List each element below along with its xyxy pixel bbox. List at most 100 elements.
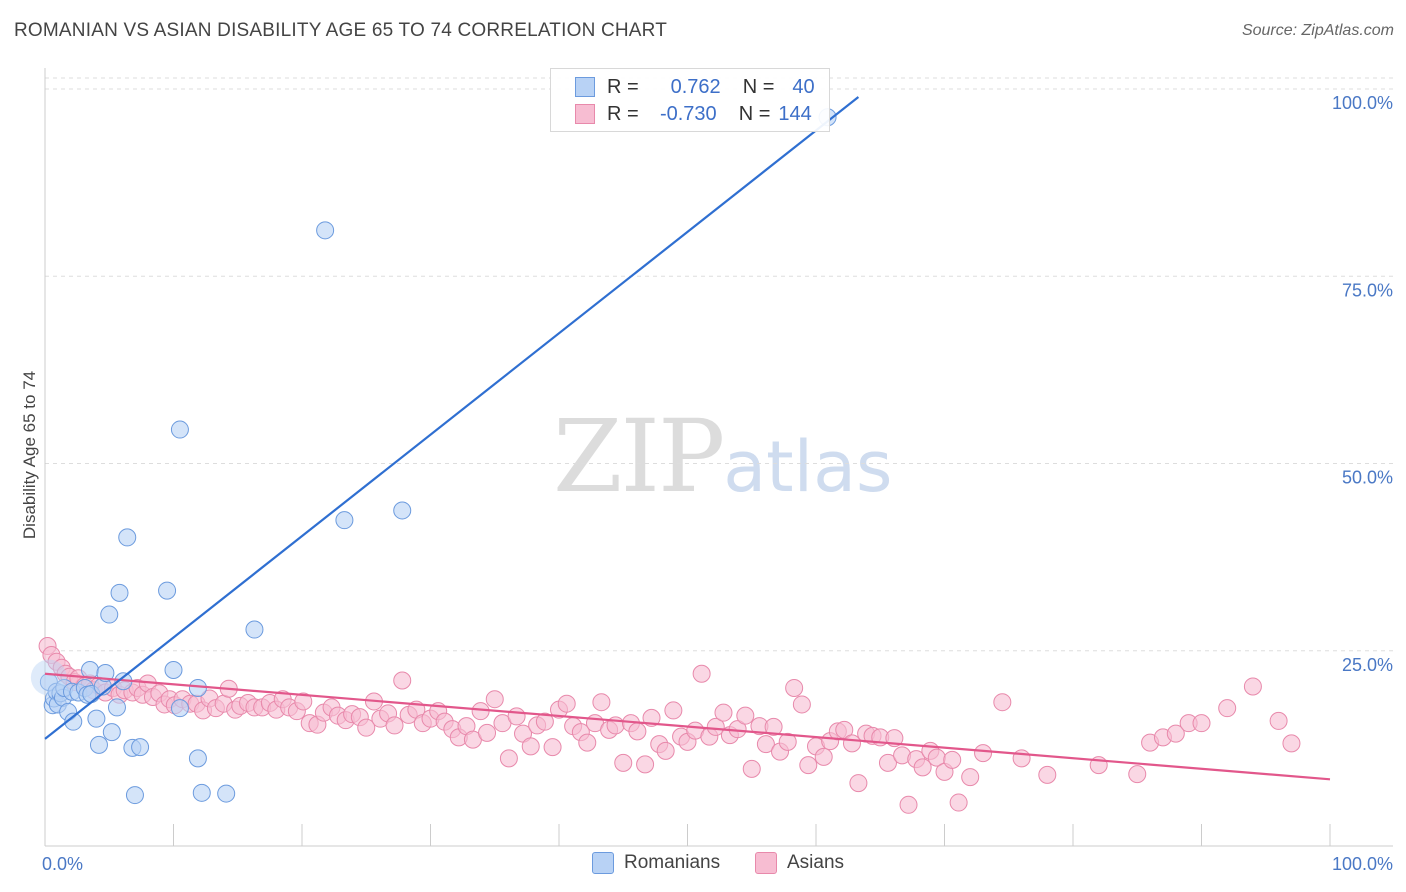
asian-point: [521, 737, 540, 756]
romanian-point: [110, 583, 129, 602]
legend-r-value-romanians: 0.762: [670, 75, 721, 98]
asian-point: [357, 718, 376, 737]
asian-point: [543, 738, 562, 757]
watermark-zip: ZIP: [553, 398, 725, 515]
romanian-point: [87, 709, 106, 728]
asian-point: [1218, 699, 1237, 718]
asian-point: [792, 695, 811, 714]
series-legend-asians[interactable]: Asians: [755, 852, 844, 874]
asian-point: [393, 671, 412, 690]
y-tick-label: 75.0%: [1342, 280, 1393, 300]
asian-point: [614, 753, 633, 772]
asian-point: [993, 693, 1012, 712]
asian-point: [664, 701, 683, 720]
asian-point: [742, 759, 761, 778]
asian-point: [913, 758, 932, 777]
romanian-point: [118, 528, 137, 547]
romanian-point: [102, 723, 121, 742]
x-tick-label: 100.0%: [1332, 854, 1393, 874]
source-note: Source: ZipAtlas.com: [1241, 22, 1394, 39]
asian-point: [1269, 711, 1288, 730]
asian-point: [294, 692, 313, 711]
series-legend-romanians[interactable]: Romanians: [592, 852, 720, 874]
asian-point: [1038, 765, 1057, 784]
asian-point: [961, 768, 980, 787]
asian-trend-line: [44, 672, 1331, 781]
romanian-point: [188, 749, 207, 768]
romanian-point: [316, 221, 335, 240]
asian-point: [499, 749, 518, 768]
asian-point: [974, 744, 993, 763]
legend-n-label: N =: [738, 102, 771, 125]
romanian-point: [100, 605, 119, 624]
romanian-point: [170, 699, 189, 718]
legend-n-value-asians: 144: [778, 102, 812, 125]
romanian-point: [192, 783, 211, 802]
asian-point: [878, 753, 897, 772]
asian-point: [692, 664, 711, 683]
asian-point: [578, 733, 597, 752]
legend-swatch-romanians: [575, 77, 595, 97]
asian-point: [756, 735, 775, 754]
watermark: ZIPatlas: [553, 398, 892, 515]
legend-r-value-asians: -0.730: [659, 102, 717, 125]
asian-point: [799, 756, 818, 775]
romanian-point: [164, 660, 183, 679]
x-tick-label: 0.0%: [42, 854, 83, 874]
asian-point: [1166, 724, 1185, 743]
asian-point: [849, 774, 868, 793]
y-tick-label: 100.0%: [1332, 93, 1393, 113]
asian-point: [764, 717, 783, 736]
asian-point: [636, 755, 655, 774]
romanian-point: [393, 501, 412, 520]
asian-point: [1282, 734, 1301, 753]
asian-point: [842, 734, 861, 753]
asian-point: [656, 741, 675, 760]
romanian-point: [217, 784, 236, 803]
romanian-point: [335, 511, 354, 530]
romanian-trend-line: [44, 96, 860, 740]
series-legend: Romanians Asians: [0, 852, 1406, 876]
romanian-point: [170, 420, 189, 439]
asian-point: [736, 706, 755, 725]
y-tick-label: 50.0%: [1342, 468, 1393, 488]
romanian-point: [245, 620, 264, 639]
asian-point: [471, 702, 490, 721]
asian-point: [1243, 677, 1262, 696]
series-legend-swatch-asians: [755, 852, 777, 874]
asian-point: [628, 722, 647, 741]
asian-point: [385, 716, 404, 735]
asian-point: [943, 750, 962, 769]
romanian-point: [64, 712, 83, 731]
romanian-point: [131, 738, 150, 757]
asian-point: [1128, 765, 1147, 784]
asian-point: [778, 732, 797, 751]
asian-point: [592, 693, 611, 712]
series-legend-swatch-romanians: [592, 852, 614, 874]
romanian-point-large: [30, 659, 67, 696]
legend-row-asians: R = -0.730 N = 144: [575, 101, 812, 127]
y-tick-label: 25.0%: [1342, 655, 1393, 675]
romanian-point: [107, 698, 126, 717]
watermark-atlas: atlas: [723, 426, 893, 508]
romanian-point: [96, 663, 115, 682]
romanian-point: [188, 678, 207, 697]
asian-point: [899, 795, 918, 814]
correlation-legend: R = 0.762 N = 40 R = -0.730 N = 144: [550, 68, 830, 132]
series-legend-label-asians: Asians: [787, 852, 845, 873]
romanian-point: [125, 786, 144, 805]
romanian-point: [89, 735, 108, 754]
asian-point: [706, 717, 725, 736]
legend-row-romanians: R = 0.762 N = 40: [575, 74, 815, 100]
asian-point: [507, 707, 526, 726]
asian-point: [785, 678, 804, 697]
asian-point: [485, 690, 504, 709]
series-legend-label-romanians: Romanians: [624, 852, 721, 873]
legend-r-label: R =: [607, 102, 639, 125]
asian-point: [1192, 714, 1211, 733]
asian-point: [714, 703, 733, 722]
chart-title: ROMANIAN VS ASIAN DISABILITY AGE 65 TO 7…: [14, 20, 668, 41]
legend-swatch-asians: [575, 104, 595, 124]
asian-point: [814, 747, 833, 766]
